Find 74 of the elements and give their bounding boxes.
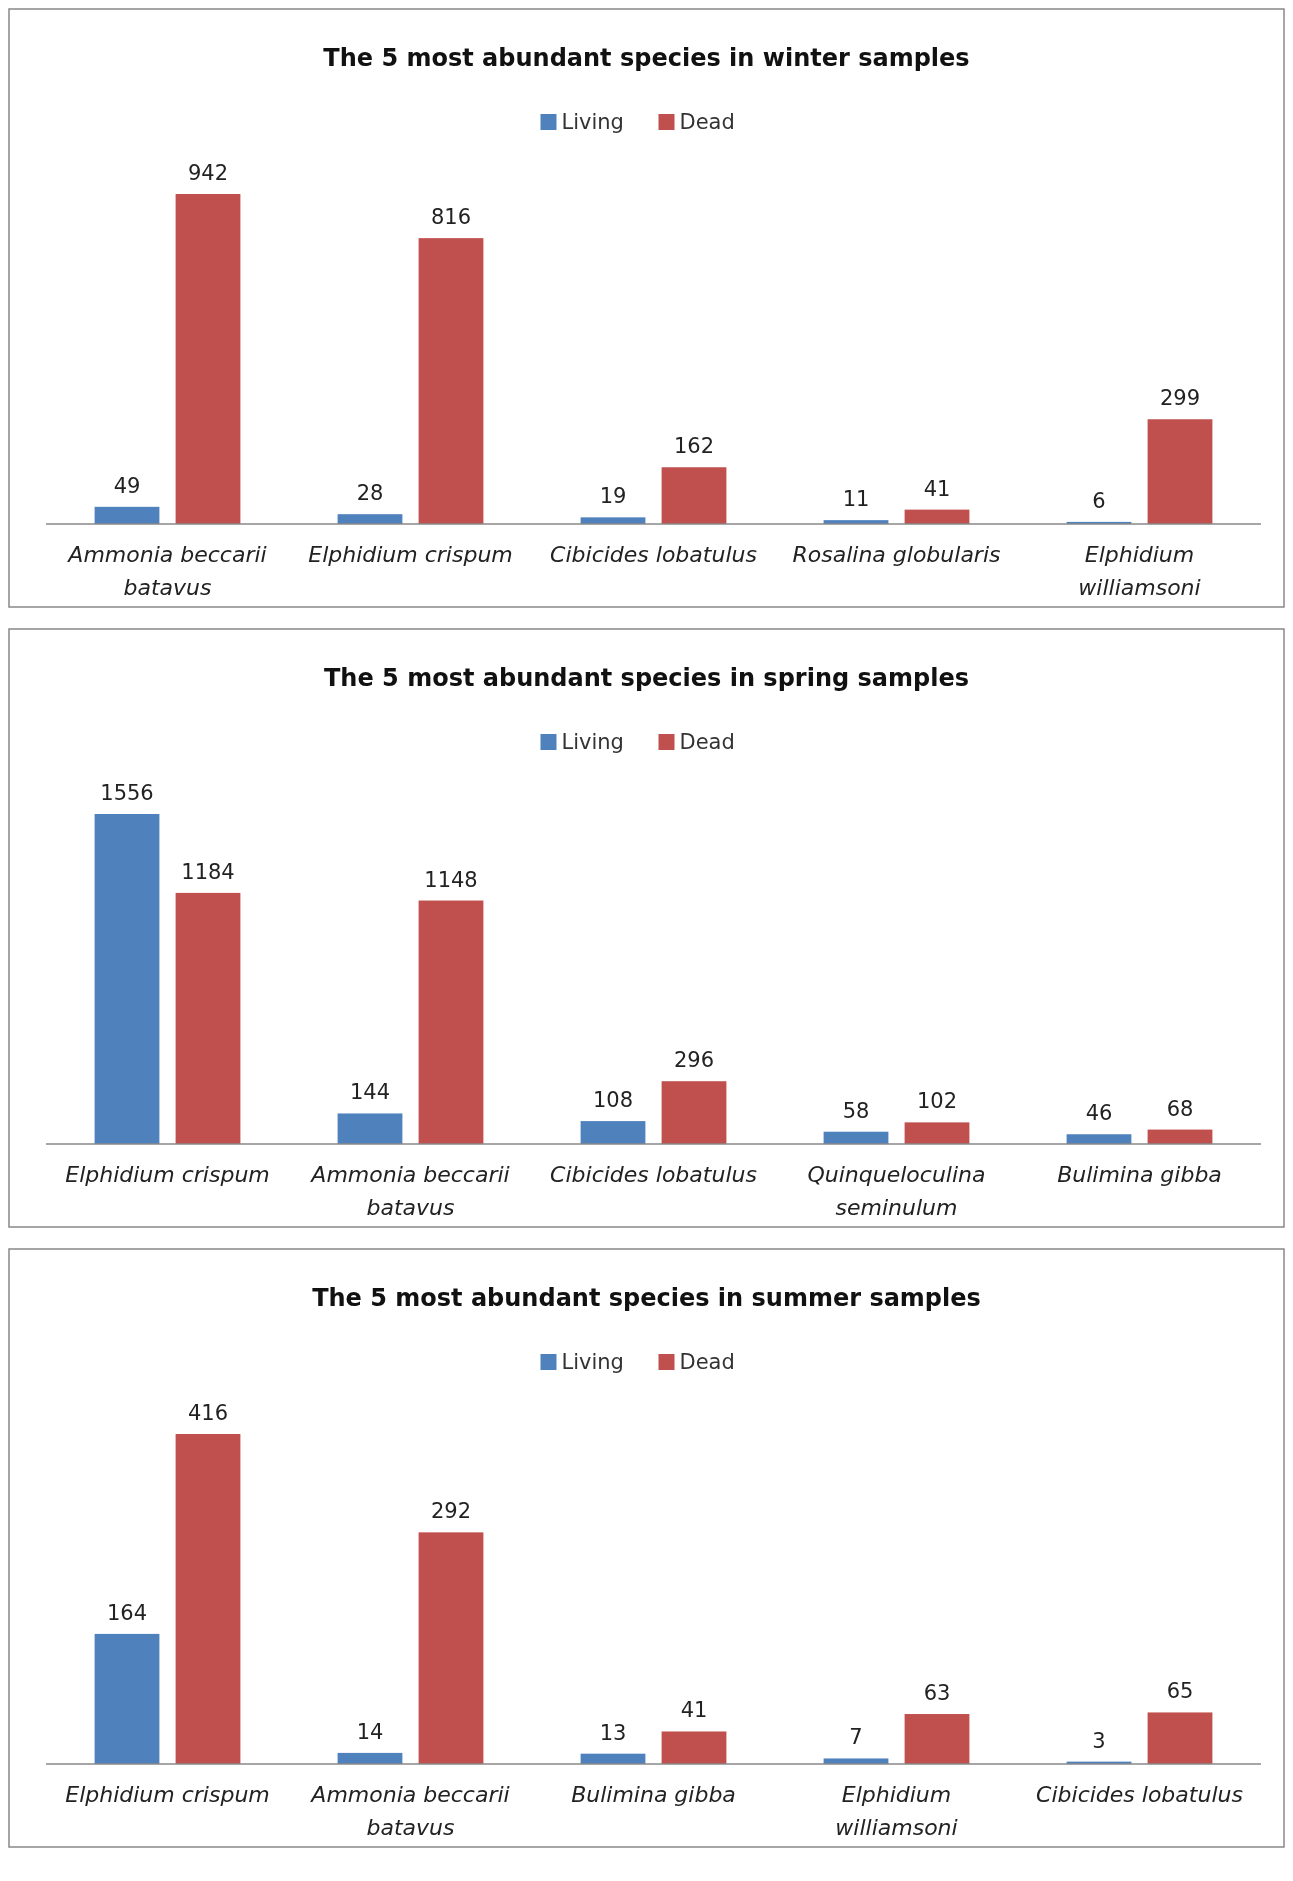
- data-label: 63: [923, 1681, 951, 1706]
- bar: [661, 1081, 727, 1144]
- data-label: 46: [1085, 1101, 1113, 1126]
- data-label: 144: [349, 1080, 391, 1105]
- data-label: 68: [1166, 1096, 1194, 1121]
- bar: [175, 1434, 241, 1764]
- bar: [94, 1633, 160, 1764]
- data-label: 416: [187, 1401, 229, 1425]
- data-label: 41: [680, 1698, 708, 1723]
- data-label: 108: [592, 1088, 634, 1113]
- legend-label: Dead: [679, 1350, 735, 1374]
- data-label: 13: [599, 1720, 627, 1745]
- data-label: 1556: [100, 781, 154, 805]
- x-tick-label: Elphidium williamsoni: [835, 1782, 958, 1840]
- legend-label: Living: [561, 1350, 624, 1374]
- chart-title: The 5 most abundant species in winter samples: [323, 44, 970, 72]
- data-label: 1148: [424, 867, 478, 892]
- data-label: 41: [923, 476, 951, 501]
- data-label: 102: [916, 1089, 958, 1114]
- bar: [661, 1731, 727, 1764]
- data-label: 816: [430, 205, 472, 230]
- legend-label: Living: [561, 730, 624, 754]
- bar: [418, 1532, 484, 1764]
- x-tick-label: Cibicides lobatulus: [550, 1162, 757, 1187]
- bar: [337, 1113, 403, 1144]
- x-tick-label: Cibicides lobatulus: [1036, 1782, 1243, 1807]
- data-label: 14: [356, 1719, 384, 1744]
- bar: [418, 238, 484, 524]
- data-label: 292: [430, 1499, 472, 1524]
- data-label: 65: [1166, 1679, 1194, 1704]
- bar: [904, 1122, 970, 1144]
- x-tick-label: Elphidium crispum: [308, 542, 513, 567]
- x-tick-label: Elphidium crispum: [65, 1782, 270, 1807]
- data-label: 1184: [181, 859, 235, 884]
- x-tick-label: Elphidium crispum: [65, 1162, 270, 1187]
- bar: [1147, 1712, 1213, 1764]
- x-tick-label: Ammonia beccarii batavus: [309, 1162, 510, 1220]
- bar: [1147, 419, 1213, 524]
- bar: [175, 194, 241, 524]
- legend-label: Dead: [679, 730, 735, 754]
- data-label: 296: [673, 1048, 715, 1073]
- data-label: 58: [842, 1098, 870, 1123]
- x-tick-label: Ammonia beccarii batavus: [309, 1782, 510, 1840]
- data-label: 162: [673, 434, 715, 459]
- x-tick-label: Elphidium williamsoni: [1078, 542, 1201, 600]
- data-label: 164: [106, 1600, 148, 1625]
- x-tick-label: Rosalina globularis: [792, 542, 1001, 567]
- data-label: 28: [356, 481, 384, 506]
- legend-label: Living: [561, 110, 624, 134]
- bar: [418, 900, 484, 1144]
- bar: [661, 467, 727, 524]
- x-tick-label: Quinqueloculina seminulum: [807, 1162, 986, 1220]
- data-label: 49: [113, 473, 141, 498]
- data-label: 299: [1159, 386, 1201, 411]
- data-label: 11: [842, 487, 870, 512]
- data-label: 6: [1092, 488, 1106, 513]
- bar: [337, 514, 403, 524]
- x-tick-label: Ammonia beccarii batavus: [66, 542, 267, 600]
- x-tick-label: Bulimina gibba: [571, 1782, 736, 1807]
- bar: [904, 1714, 970, 1764]
- data-label: 3: [1092, 1728, 1106, 1753]
- bar: [175, 892, 241, 1144]
- chart-title: The 5 most abundant species in spring samples: [324, 664, 969, 692]
- chart-title: The 5 most abundant species in summer samples: [312, 1284, 981, 1312]
- bar: [94, 814, 160, 1144]
- data-label: 19: [599, 484, 627, 509]
- bar: [1066, 1134, 1132, 1144]
- data-label: 942: [187, 161, 229, 185]
- bar: [94, 506, 160, 524]
- data-label: 7: [849, 1725, 863, 1750]
- legend-label: Dead: [679, 110, 735, 134]
- x-tick-label: Bulimina gibba: [1057, 1162, 1222, 1187]
- x-tick-label: Cibicides lobatulus: [550, 542, 757, 567]
- bar: [580, 1121, 646, 1144]
